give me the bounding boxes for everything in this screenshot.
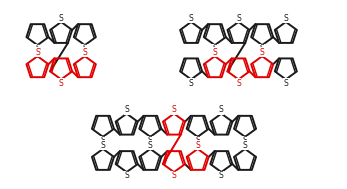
Text: S: S <box>35 48 40 57</box>
Text: S: S <box>260 44 264 53</box>
Text: S: S <box>283 14 288 23</box>
Text: S: S <box>243 136 247 145</box>
Text: S: S <box>195 136 200 145</box>
Text: S: S <box>101 136 105 145</box>
Text: S: S <box>236 14 241 23</box>
Text: S: S <box>219 105 224 114</box>
Text: S: S <box>101 141 105 149</box>
Text: S: S <box>124 105 129 114</box>
Text: S: S <box>260 48 264 57</box>
Text: S: S <box>83 48 87 57</box>
Text: S: S <box>59 14 64 23</box>
Text: S: S <box>59 79 64 88</box>
Text: S: S <box>189 79 194 88</box>
Text: S: S <box>172 171 176 180</box>
Text: S: S <box>236 79 241 88</box>
Text: S: S <box>124 171 129 180</box>
Text: S: S <box>189 14 194 23</box>
Text: S: S <box>148 136 153 145</box>
Text: S: S <box>283 79 288 88</box>
Text: S: S <box>219 171 224 180</box>
Text: S: S <box>148 141 153 149</box>
Text: S: S <box>243 141 247 149</box>
Text: S: S <box>35 44 40 53</box>
Text: S: S <box>212 48 217 57</box>
Text: S: S <box>195 141 200 149</box>
Text: S: S <box>83 44 87 53</box>
Text: S: S <box>172 105 176 114</box>
Text: S: S <box>212 44 217 53</box>
